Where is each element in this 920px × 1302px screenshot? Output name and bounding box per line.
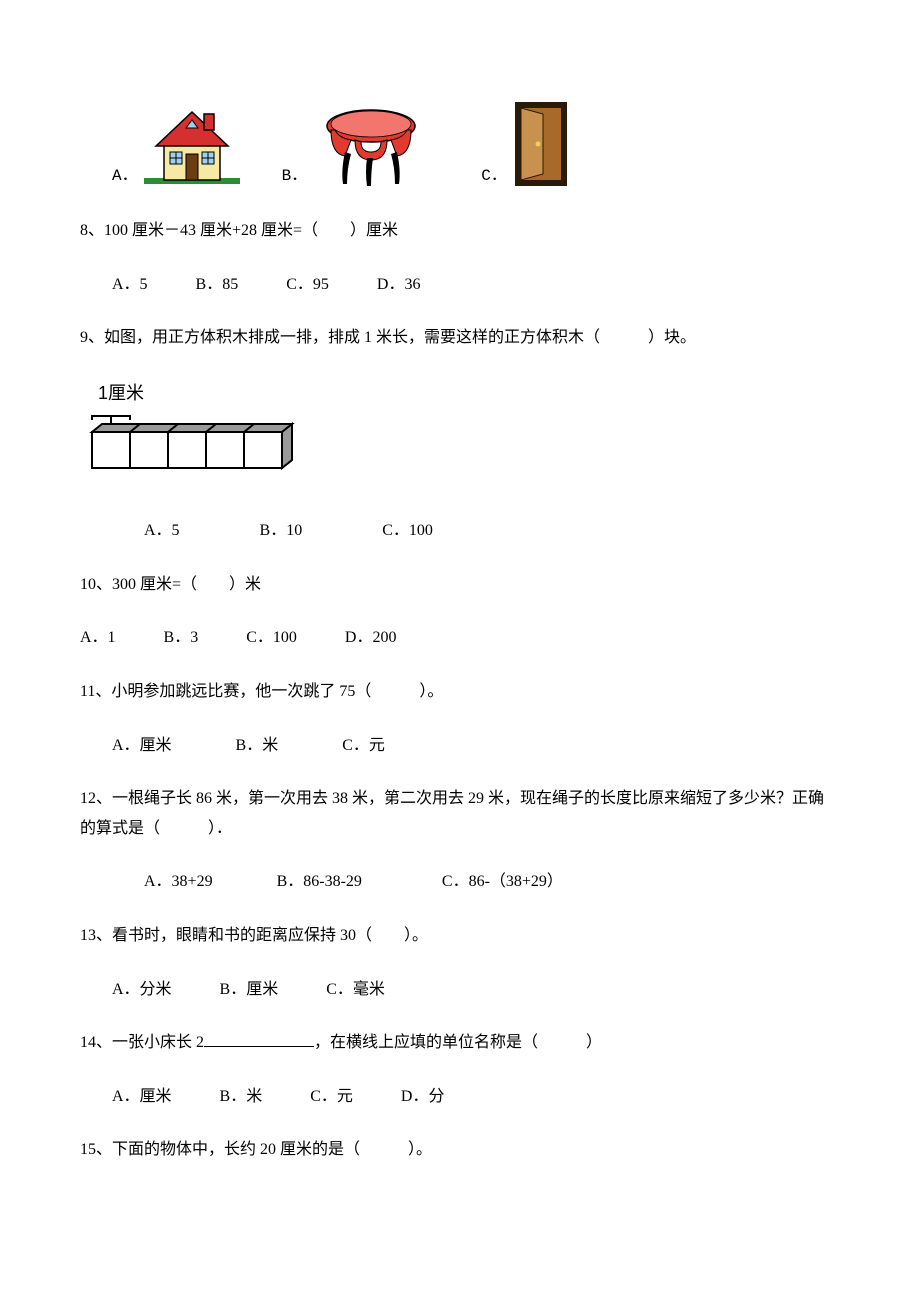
q9-options: A．5 B．10 C．100 [80, 518, 840, 544]
worksheet-page: A． B． [0, 0, 920, 1251]
q13-options: A．分米 B．厘米 C．毫米 [80, 977, 840, 1003]
q9-figure-label: 1厘米 [98, 379, 840, 408]
q15-text: 15、下面的物体中，长约 20 厘米的是（ ）。 [80, 1137, 840, 1163]
q12-options: A．38+29 B．86-38-29 C．86-（38+29） [80, 869, 840, 895]
q7-a-label: A． [80, 164, 138, 190]
q10-options: A．1 B．3 C．100 D．200 [80, 625, 840, 651]
q9-text: 9、如图，用正方体积木排成一排，排成 1 米长，需要这样的正方体积木（ ）块。 [80, 325, 840, 351]
q7-option-a: A． [80, 100, 242, 190]
q10-text: 10、300 厘米=（ ）米 [80, 572, 840, 598]
door-icon [511, 100, 571, 190]
q14-text-b: ，在横线上应填的单位名称是（ ） [314, 1034, 602, 1051]
q11-text: 11、小明参加跳远比赛，他一次跳了 75（ ）。 [80, 679, 840, 705]
q12-text-line1: 12、一根绳子长 86 米，第一次用去 38 米，第二次用去 29 米，现在绳子… [80, 786, 840, 812]
q9-figure: 1厘米 [80, 379, 840, 490]
q8-options: A．5 B．85 C．95 D．36 [80, 272, 840, 298]
q12-text-line2: 的算式是（ ）． [80, 816, 840, 842]
q8-text: 8、100 厘米－43 厘米+28 厘米=（ ）厘米 [80, 218, 840, 244]
blank-line [204, 1030, 314, 1047]
q14-text: 14、一张小床长 2 ，在横线上应填的单位名称是（ ） [80, 1030, 840, 1056]
cube-row-icon [80, 410, 300, 482]
q14-text-a: 14、一张小床长 2 [80, 1034, 204, 1051]
q14-options: A．厘米 B．米 C．元 D．分 [80, 1084, 840, 1110]
q7-b-label: B． [282, 164, 308, 190]
q7-option-b: B． [282, 100, 432, 190]
q7-options-row: A． B． [80, 100, 840, 190]
q7-c-label: C． [481, 164, 507, 190]
q11-options: A．厘米 B．米 C．元 [80, 733, 840, 759]
house-icon [142, 100, 242, 190]
q13-text: 13、看书时，眼睛和书的距离应保持 30（ ）。 [80, 923, 840, 949]
q7-option-c: C． [481, 100, 571, 190]
table-icon [311, 100, 431, 190]
